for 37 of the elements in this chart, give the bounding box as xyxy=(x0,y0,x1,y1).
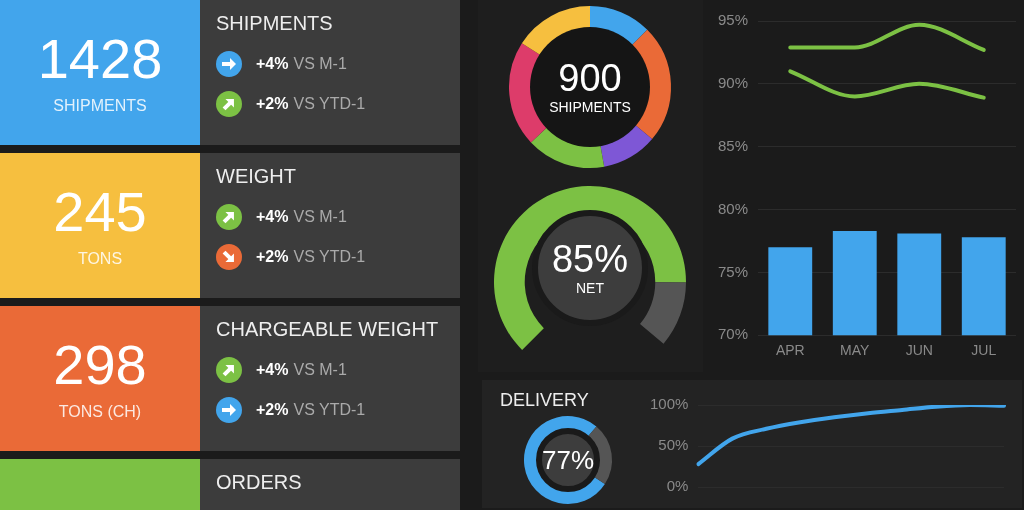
text: 245 xyxy=(53,179,147,243)
x-tick-label: JUL xyxy=(971,342,997,359)
y-tick-label: 75% xyxy=(717,262,749,280)
text: SHIPMENTS xyxy=(53,96,147,115)
text: NET xyxy=(576,280,604,297)
text: +2% VS YTD-1 xyxy=(256,248,366,266)
text: 900 xyxy=(558,57,622,101)
text: 85% xyxy=(551,238,629,282)
text: SHIPMENTS xyxy=(549,99,631,116)
text: ORDERS xyxy=(216,471,303,494)
x-tick-label: JUN xyxy=(905,342,933,359)
line-series xyxy=(696,405,1006,467)
text: 1428 xyxy=(37,26,163,90)
text: 298 xyxy=(53,332,147,396)
text: SHIPMENTS xyxy=(216,12,334,35)
text: WEIGHT xyxy=(216,165,297,188)
y-tick-label: 50% xyxy=(658,436,689,454)
text: +2% VS YTD-1 xyxy=(256,401,366,419)
text: CHARGEABLE WEIGHT xyxy=(216,318,440,341)
y-tick-label: 70% xyxy=(717,325,749,343)
y-tick-label: 0% xyxy=(666,477,689,495)
y-tick-label: 95% xyxy=(717,11,749,29)
text: 77% xyxy=(541,444,595,475)
y-tick-label: 85% xyxy=(717,136,749,154)
text: +4% VS M-1 xyxy=(256,208,347,226)
x-tick-label: MAY xyxy=(840,342,871,359)
text: +4% VS M-1 xyxy=(256,55,347,73)
text: TONS xyxy=(77,249,123,268)
line-series xyxy=(788,69,986,100)
y-tick-label: 90% xyxy=(717,73,749,91)
y-tick-label: 100% xyxy=(649,395,689,413)
x-tick-label: APR xyxy=(775,342,805,359)
text: +2% VS YTD-1 xyxy=(256,95,366,113)
y-tick-label: 80% xyxy=(717,199,749,217)
text: +4% VS M-1 xyxy=(256,361,347,379)
chart-title: DELIVERY xyxy=(500,390,589,411)
text: TONS (CH) xyxy=(58,402,142,421)
